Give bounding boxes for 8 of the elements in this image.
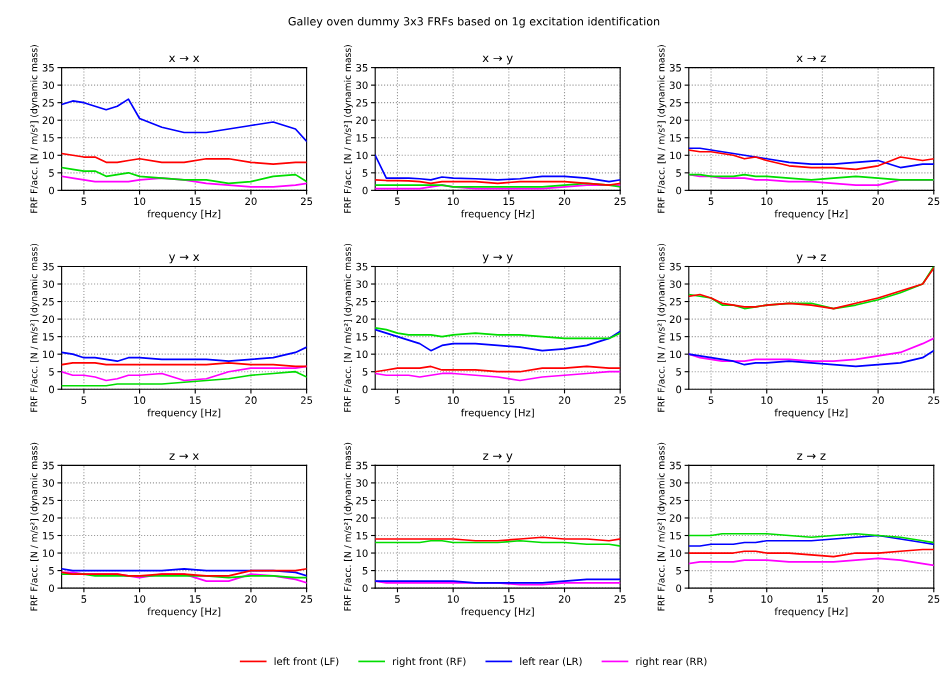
line-series <box>688 349 934 368</box>
line-series <box>61 98 307 143</box>
line-series <box>375 154 621 183</box>
line-series <box>688 337 934 363</box>
line-series <box>61 365 307 382</box>
line-series <box>61 346 307 363</box>
line-series <box>61 166 307 185</box>
line-series <box>375 328 621 352</box>
